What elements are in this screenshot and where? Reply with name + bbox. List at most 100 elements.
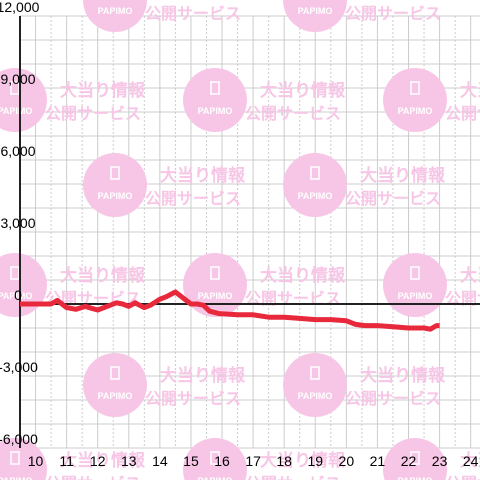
watermark-line2: 公開サービス	[445, 104, 480, 123]
watermark-phone-icon	[410, 451, 420, 465]
watermark-line1: 大当り情報	[60, 450, 146, 471]
watermark-logo-text: PAPIMO	[398, 476, 433, 480]
watermark-logo-circle	[183, 68, 247, 132]
watermark-phone-icon	[410, 266, 420, 280]
watermark-line1: 大当り情報	[460, 450, 480, 471]
watermark-line2: 公開サービス	[445, 474, 480, 480]
watermark-phone-icon	[310, 166, 320, 180]
watermark-line1: 大当り情報	[160, 0, 246, 1]
x-tick-label: 13	[121, 453, 137, 469]
y-tick-label: -3,000	[0, 359, 38, 375]
watermark-line1: 大当り情報	[360, 0, 446, 1]
watermark-line2: 公開サービス	[245, 474, 341, 480]
watermark-line1: 大当り情報	[60, 80, 146, 101]
x-tick-label: 22	[401, 453, 417, 469]
watermark-logo-circle	[83, 0, 147, 32]
y-tick-label: 0	[14, 287, 22, 303]
x-tick-label: 19	[307, 453, 323, 469]
watermark-line1: 大当り情報	[460, 80, 480, 101]
y-tick-label: 12,000	[0, 0, 40, 15]
watermark-logo-circle	[0, 253, 47, 317]
watermark-line2: 公開サービス	[145, 4, 241, 23]
watermark-logo-text: PAPIMO	[98, 191, 133, 201]
y-tick-labels: -6,000 -3,000 0 3,000 6,000 9,000 12,000	[0, 0, 40, 447]
watermark-phone-icon	[210, 266, 220, 280]
watermark-line1: 大当り情報	[160, 165, 246, 186]
watermark-logo-text: PAPIMO	[298, 6, 333, 16]
watermark-line1: 大当り情報	[360, 365, 446, 386]
watermark-line1: 大当り情報	[460, 265, 480, 286]
watermark-logo-text: PAPIMO	[198, 291, 233, 301]
watermark-line2: 公開サービス	[45, 474, 141, 480]
watermark-logo-text: PAPIMO	[0, 106, 32, 116]
watermark-logo-text: PAPIMO	[0, 291, 32, 301]
watermark-logo-circle	[383, 438, 447, 480]
x-tick-label: 15	[183, 453, 199, 469]
watermark-phone-icon	[110, 166, 120, 180]
watermark-logo-text: PAPIMO	[398, 106, 433, 116]
watermark-phone-icon	[210, 451, 220, 465]
watermark-logo-text: PAPIMO	[0, 476, 32, 480]
watermark-logo-text: PAPIMO	[398, 291, 433, 301]
watermark-logo-text: PAPIMO	[298, 191, 333, 201]
watermark-logo-circle	[83, 353, 147, 417]
watermark-line2: 公開サービス	[145, 389, 241, 408]
x-tick-label: 12	[90, 453, 106, 469]
watermark-phone-icon	[210, 81, 220, 95]
watermark-logo-circle	[383, 253, 447, 317]
watermark-phone-icon	[310, 366, 320, 380]
watermark-line2: 公開サービス	[145, 189, 241, 208]
watermark-line2: 公開サービス	[345, 189, 441, 208]
series-layer	[20, 289, 440, 332]
x-tick-label: 10	[28, 453, 44, 469]
watermark-line2: 公開サービス	[345, 4, 441, 23]
y-tick-label: 9,000	[0, 71, 35, 87]
x-tick-label: 16	[214, 453, 230, 469]
x-tick-label: 18	[276, 453, 292, 469]
watermark-logo-circle	[0, 438, 47, 480]
x-tick-labels: 10 11 12 13 14 15 16 17 18 19 20 21 22 23 24	[28, 453, 479, 469]
watermark-line1: 大当り情報	[260, 265, 346, 286]
watermark-logo-circle	[283, 353, 347, 417]
watermark-line1: 大当り情報	[360, 165, 446, 186]
series-line	[20, 289, 440, 332]
watermark-line2: 公開サービス	[345, 389, 441, 408]
x-tick-label: 11	[59, 453, 74, 469]
watermark-logo-text: PAPIMO	[198, 106, 233, 116]
watermark-logo-circle	[383, 68, 447, 132]
watermark-line2: 公開サービス	[245, 289, 341, 308]
watermark-line2: 公開サービス	[445, 289, 480, 308]
watermark-logo-circle	[183, 438, 247, 480]
x-tick-label: 14	[152, 453, 168, 469]
x-tick-label: 20	[339, 453, 355, 469]
watermark-logo-circle	[283, 0, 347, 32]
y-tick-label: -6,000	[0, 431, 38, 447]
y-tick-label: 3,000	[0, 215, 35, 231]
watermark-logo-circle	[183, 253, 247, 317]
watermark-line1: 大当り情報	[160, 365, 246, 386]
watermark-line1: 大当り情報	[260, 450, 346, 471]
watermark-phone-icon	[110, 366, 120, 380]
watermark-line2: 公開サービス	[45, 104, 141, 123]
watermark-logo-text: PAPIMO	[298, 391, 333, 401]
x-tick-label: 17	[245, 453, 261, 469]
x-tick-label: 23	[432, 453, 448, 469]
watermark-line1: 大当り情報	[60, 265, 146, 286]
axes	[19, 16, 480, 448]
watermark-phone-icon	[410, 81, 420, 95]
watermark-line1: 大当り情報	[260, 80, 346, 101]
